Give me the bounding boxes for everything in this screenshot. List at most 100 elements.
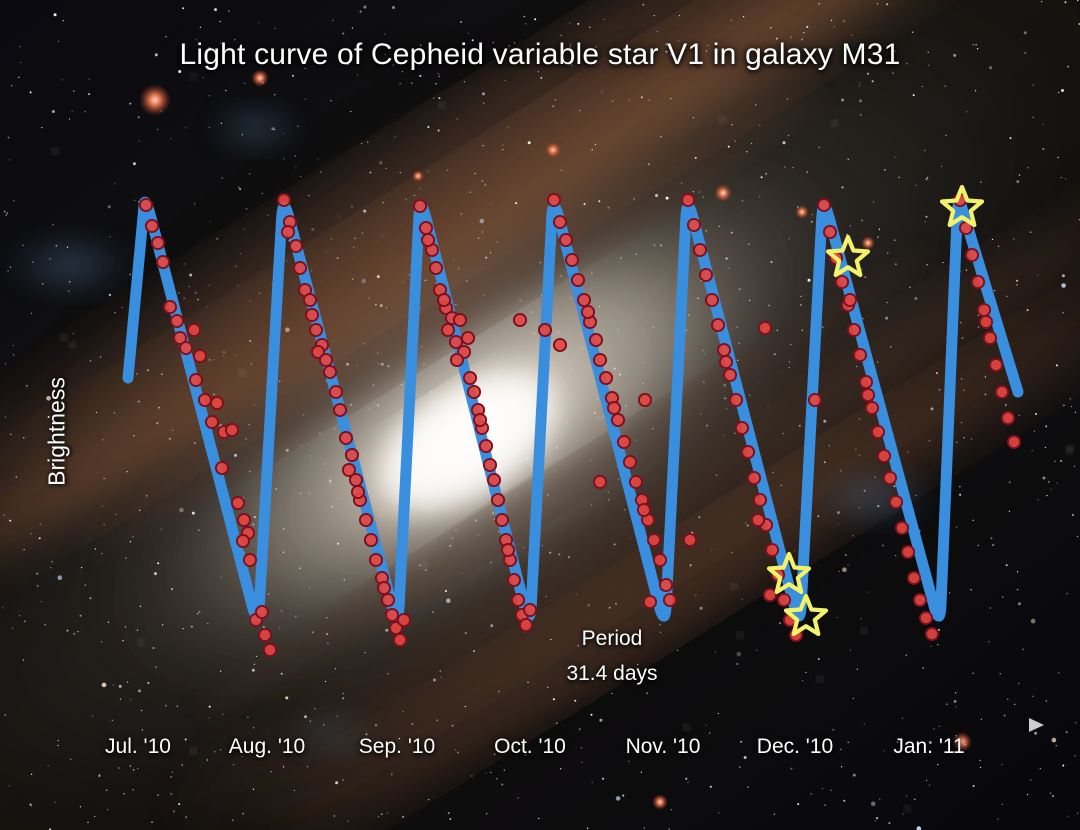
observation-point bbox=[876, 448, 892, 464]
observation-point bbox=[506, 572, 522, 588]
observation-point bbox=[235, 533, 251, 549]
observation-point bbox=[906, 570, 922, 586]
observation-point bbox=[169, 313, 185, 329]
observation-point bbox=[197, 392, 213, 408]
observation-point bbox=[564, 252, 580, 268]
observation-point bbox=[363, 532, 379, 548]
observation-point bbox=[236, 512, 252, 528]
observation-point bbox=[746, 470, 762, 486]
observation-point bbox=[280, 224, 296, 240]
observation-point bbox=[842, 292, 858, 308]
observation-point bbox=[1006, 434, 1022, 450]
observation-point bbox=[192, 348, 208, 364]
observation-point bbox=[592, 474, 608, 490]
observation-point bbox=[512, 312, 528, 328]
observation-point bbox=[860, 387, 876, 403]
observation-point bbox=[486, 472, 502, 488]
observation-point bbox=[978, 314, 994, 330]
observation-point bbox=[628, 474, 644, 490]
observation-point bbox=[852, 347, 868, 363]
observation-point bbox=[994, 384, 1010, 400]
observation-point bbox=[162, 299, 178, 315]
observation-point bbox=[592, 352, 608, 368]
star-marker-icon bbox=[766, 551, 812, 595]
observation-point bbox=[580, 304, 596, 320]
observation-point bbox=[242, 552, 258, 568]
observation-point bbox=[576, 292, 592, 308]
observation-point bbox=[864, 400, 880, 416]
observation-point bbox=[642, 594, 658, 610]
observation-point bbox=[662, 592, 678, 608]
observation-point bbox=[490, 492, 506, 508]
observation-point bbox=[396, 612, 412, 628]
observation-points bbox=[138, 192, 1022, 658]
observation-point bbox=[440, 322, 456, 338]
observation-point bbox=[482, 457, 498, 473]
observation-point bbox=[964, 247, 980, 263]
observation-point bbox=[328, 384, 344, 400]
observation-point bbox=[616, 434, 632, 450]
observation-point bbox=[358, 512, 374, 528]
observation-point bbox=[552, 337, 568, 353]
period-bracket bbox=[550, 641, 674, 664]
observation-point bbox=[308, 322, 324, 338]
observation-point bbox=[350, 484, 366, 500]
observation-point bbox=[900, 544, 916, 560]
observation-point bbox=[368, 552, 384, 568]
observation-point bbox=[606, 400, 622, 416]
star-marker-icon bbox=[783, 593, 829, 637]
observation-point bbox=[436, 292, 452, 308]
observation-point bbox=[728, 392, 744, 408]
observation-point bbox=[262, 642, 278, 658]
observation-point bbox=[518, 617, 534, 633]
observation-point bbox=[710, 317, 726, 333]
observation-point bbox=[988, 357, 1004, 373]
observation-point bbox=[462, 370, 478, 386]
observation-point bbox=[646, 532, 662, 548]
observation-point bbox=[172, 330, 188, 346]
observation-point bbox=[230, 495, 246, 511]
observation-point bbox=[598, 370, 614, 386]
observation-point bbox=[276, 192, 292, 208]
observation-point bbox=[214, 460, 230, 476]
observation-point bbox=[637, 392, 653, 408]
observation-point bbox=[762, 587, 778, 603]
observation-point bbox=[970, 274, 986, 290]
observation-point bbox=[292, 260, 308, 276]
observation-point bbox=[452, 312, 468, 328]
observation-point bbox=[822, 224, 838, 240]
observation-point bbox=[692, 242, 708, 258]
observation-point bbox=[588, 332, 604, 348]
observation-point bbox=[636, 502, 652, 518]
observation-point bbox=[420, 232, 436, 248]
observation-point bbox=[478, 438, 494, 454]
observation-point bbox=[304, 307, 320, 323]
observation-point bbox=[449, 352, 465, 368]
observation-point bbox=[302, 292, 318, 308]
observation-point bbox=[750, 512, 766, 528]
observation-point bbox=[384, 607, 400, 623]
observation-point bbox=[209, 395, 225, 411]
observation-point bbox=[764, 542, 780, 558]
observation-point bbox=[682, 532, 698, 548]
star-marker-icon bbox=[825, 234, 871, 278]
observation-point bbox=[718, 354, 734, 370]
observation-point bbox=[734, 420, 750, 436]
observation-point bbox=[318, 352, 334, 368]
highlighted-star-markers bbox=[766, 184, 985, 637]
observation-point bbox=[254, 604, 270, 620]
observation-point bbox=[155, 254, 171, 270]
observation-point bbox=[716, 342, 732, 358]
observation-point bbox=[888, 494, 904, 510]
observation-point bbox=[341, 462, 357, 478]
observation-point bbox=[570, 272, 586, 288]
observation-point bbox=[558, 232, 574, 248]
observation-point bbox=[686, 217, 702, 233]
observation-point bbox=[752, 492, 768, 508]
observation-point bbox=[332, 402, 348, 418]
observation-point bbox=[807, 392, 823, 408]
observation-point bbox=[188, 372, 204, 388]
